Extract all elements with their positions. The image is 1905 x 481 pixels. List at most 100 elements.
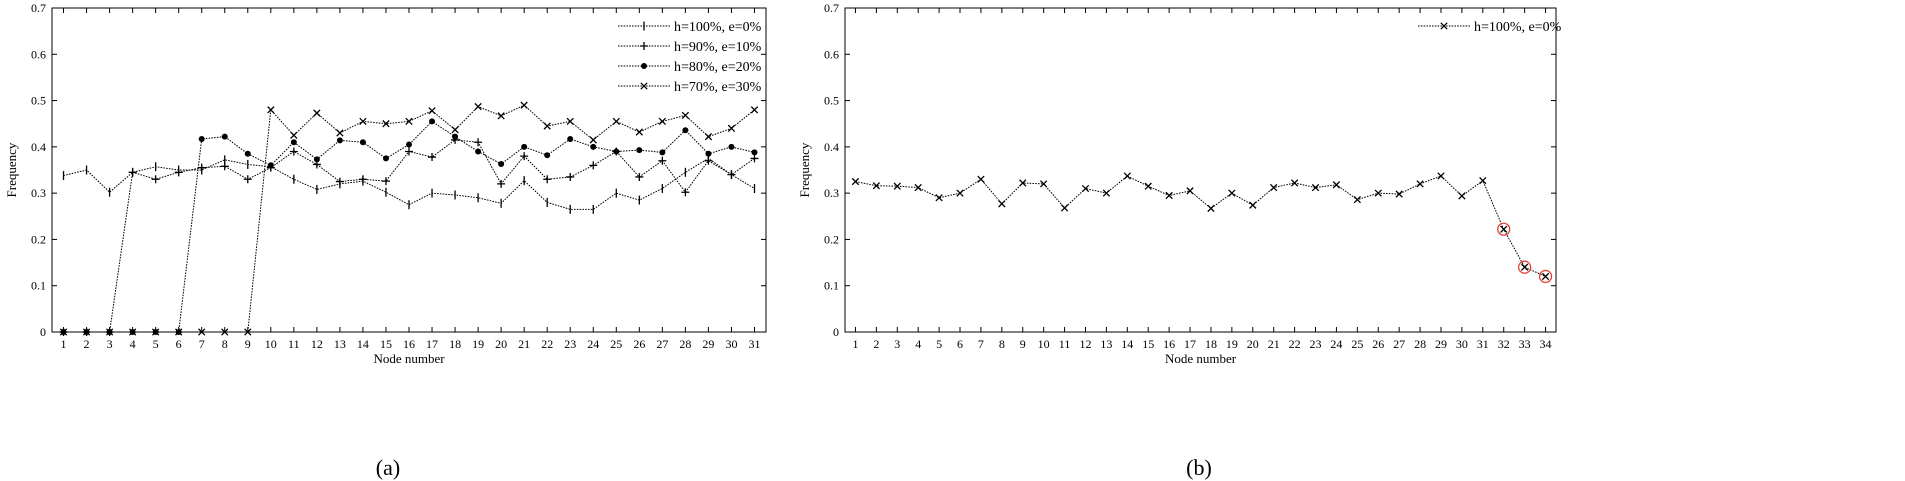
data-point <box>872 182 881 190</box>
x-tick-label: 13 <box>334 337 346 351</box>
legend-swatch-marker <box>640 82 648 90</box>
data-point <box>636 147 643 154</box>
legend-entry: h=90%, e=10% <box>618 40 762 55</box>
data-point <box>659 149 666 156</box>
y-tick-label: 0.6 <box>31 47 46 61</box>
data-point <box>567 135 574 142</box>
x-tick-label: 8 <box>999 337 1005 351</box>
data-point <box>428 153 437 162</box>
data-point <box>244 150 251 157</box>
y-tick-label: 0.7 <box>824 1 839 15</box>
legend-entry: h=80%, e=20% <box>618 60 762 75</box>
x-tick-label: 33 <box>1519 337 1531 351</box>
x-tick-label: 26 <box>633 337 645 351</box>
x-tick-label: 28 <box>1414 337 1426 351</box>
data-point <box>197 163 206 172</box>
legend-entry: h=100%, e=0% <box>1418 20 1562 35</box>
data-point <box>635 128 643 136</box>
data-point <box>935 194 943 202</box>
data-point <box>589 136 597 144</box>
data-point <box>728 143 735 150</box>
plot-frame <box>844 7 1557 333</box>
data-point <box>59 328 68 336</box>
data-point <box>475 148 482 155</box>
data-point <box>977 175 985 183</box>
data-point <box>451 126 459 134</box>
x-tick-label: 26 <box>1372 337 1384 351</box>
y-tick-label: 0.2 <box>824 232 839 246</box>
data-point <box>1123 172 1131 180</box>
data-point <box>290 139 297 146</box>
data-point <box>544 152 551 159</box>
x-tick-label: 24 <box>1330 337 1342 351</box>
x-tick-label: 29 <box>702 337 714 351</box>
data-point <box>612 117 620 126</box>
data-point <box>956 189 964 197</box>
x-tick-label: 31 <box>1477 337 1489 351</box>
data-point <box>1102 189 1111 197</box>
data-point <box>289 147 298 156</box>
data-point <box>590 143 597 150</box>
data-point <box>566 172 575 181</box>
data-point <box>128 168 137 177</box>
x-tick-label: 25 <box>1351 337 1363 351</box>
y-tick-label: 0.3 <box>824 186 839 200</box>
x-tick-label: 18 <box>449 337 461 351</box>
chart-panel-b: 00.10.20.30.40.50.60.71 2 3 4 5 6 7 8 9 10 11 12 13 1… <box>797 1 1562 480</box>
x-tick-label: 23 <box>1310 337 1322 351</box>
x-tick-label: 15 <box>380 337 392 351</box>
data-point <box>198 328 206 336</box>
y-tick-label: 0.2 <box>31 232 46 246</box>
data-point <box>175 328 183 336</box>
data-point <box>313 109 321 117</box>
y-tick-label: 0.4 <box>31 140 46 154</box>
data-point <box>174 168 183 177</box>
series-1 <box>62 153 756 214</box>
x-tick-label: 17 <box>1184 337 1196 351</box>
data-point <box>474 138 483 147</box>
data-point <box>998 200 1006 208</box>
x-tick-label: 10 <box>1038 337 1050 351</box>
data-point <box>151 175 160 184</box>
x-tick-label: 11 <box>1059 337 1071 351</box>
data-point <box>1228 189 1236 197</box>
chart-panel-a: 00.10.20.30.40.50.60.71 2 3 4 5 6 7 8 9 10 11 12 13 1… <box>4 1 767 480</box>
x-tick-label: 4 <box>915 337 921 351</box>
x-tick-label: 4 <box>130 337 136 351</box>
x-tick-label: 18 <box>1205 337 1217 351</box>
x-tick-label: 7 <box>199 337 205 351</box>
data-point <box>381 177 390 186</box>
data-point <box>244 328 252 336</box>
x-tick-label: 14 <box>1121 337 1133 351</box>
data-point <box>1019 179 1027 187</box>
data-point <box>452 133 459 140</box>
data-point <box>521 143 528 150</box>
data-point <box>658 117 667 126</box>
x-axis-label: Node number <box>373 351 445 366</box>
data-point <box>1081 184 1090 193</box>
data-point <box>1060 204 1069 212</box>
y-tick-label: 0.1 <box>31 279 46 293</box>
x-tick-label: 28 <box>679 337 691 351</box>
data-point <box>497 112 505 120</box>
data-point <box>681 111 690 120</box>
data-point <box>82 328 91 336</box>
x-tick-label: 24 <box>587 337 599 351</box>
data-point <box>1541 272 1550 281</box>
data-point <box>750 154 759 163</box>
x-tick-label: 32 <box>1498 337 1510 351</box>
data-point <box>727 124 736 133</box>
data-point <box>474 102 482 111</box>
data-point <box>1500 225 1508 233</box>
data-point <box>128 328 137 336</box>
x-tick-label: 23 <box>564 337 576 351</box>
x-tick-label: 3 <box>894 337 900 351</box>
data-point <box>1479 176 1487 185</box>
data-point <box>704 156 713 165</box>
legend-label: h=90%, e=10% <box>674 40 762 55</box>
data-point <box>198 135 205 142</box>
data-point <box>1311 183 1320 192</box>
data-point <box>914 183 922 192</box>
data-point <box>635 172 644 181</box>
series-4 <box>59 101 759 336</box>
